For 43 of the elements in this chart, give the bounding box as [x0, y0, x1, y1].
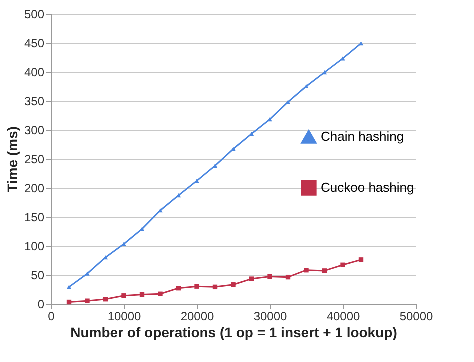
point — [194, 284, 200, 289]
x-tick-label: 50000 — [400, 310, 434, 324]
y-tick-label: 50 — [31, 268, 45, 282]
point — [212, 284, 218, 290]
point — [231, 282, 236, 288]
point — [249, 276, 254, 282]
y-axis-title: Time (ms) — [4, 126, 20, 192]
point — [268, 274, 272, 280]
x-tick-label: 20000 — [180, 310, 215, 324]
y-tick-label: 500 — [24, 8, 45, 22]
y-tick-label: 200 — [24, 182, 45, 196]
y-tick-label: 400 — [24, 66, 45, 80]
point — [358, 258, 364, 262]
point — [66, 300, 72, 305]
point — [122, 242, 126, 246]
x-tick-label: 30000 — [254, 310, 288, 324]
point — [286, 274, 291, 280]
point — [176, 286, 182, 291]
point — [304, 268, 309, 273]
y-tick-label: 350 — [24, 94, 45, 108]
y-tick-label: 300 — [24, 124, 45, 138]
point — [340, 262, 346, 268]
point — [122, 294, 126, 298]
x-axis-title: Number of operations (1 op = 1 insert + 1 lookup) — [70, 324, 398, 340]
y-tick-label: 250 — [24, 152, 45, 166]
y-tick-label: 150 — [24, 210, 45, 224]
legend-label: Cuckoo hashing — [321, 180, 414, 195]
y-tick-label: 450 — [24, 36, 45, 50]
y-tick-label: 0 — [38, 298, 45, 312]
x-tick-label: 10000 — [108, 310, 142, 324]
point — [194, 179, 200, 184]
point — [268, 118, 272, 122]
point — [85, 298, 90, 304]
legend-label: Chain hashing — [321, 129, 404, 144]
x-tick-label: 40000 — [326, 310, 361, 324]
point — [158, 292, 163, 296]
point — [66, 285, 72, 290]
point — [140, 292, 145, 298]
y-tick-label: 100 — [24, 240, 45, 254]
x-tick-label: 0 — [48, 310, 56, 324]
point — [322, 268, 328, 274]
point — [103, 297, 108, 302]
point — [158, 208, 163, 213]
